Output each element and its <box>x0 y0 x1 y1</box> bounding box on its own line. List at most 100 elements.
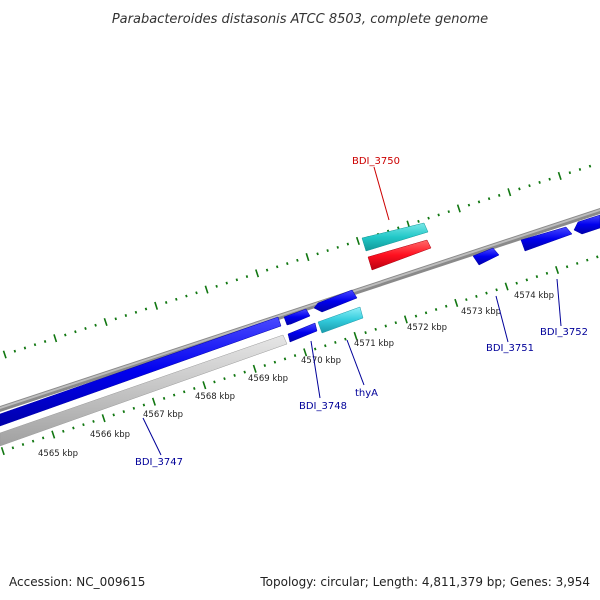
minor-tick <box>586 258 589 262</box>
gene-bdi-3751-arrow[interactable] <box>472 247 500 266</box>
gene-thya-cds[interactable] <box>317 306 364 334</box>
minor-tick <box>64 333 67 337</box>
major-tick <box>103 317 108 327</box>
minor-tick <box>164 301 168 304</box>
gene-label-bdi-3747[interactable]: BDI_3747 <box>135 457 183 468</box>
minor-tick <box>283 357 287 361</box>
minor-tick <box>497 193 501 197</box>
minor-tick <box>265 268 269 272</box>
minor-tick <box>475 294 478 298</box>
major-tick <box>303 348 308 357</box>
gene-bdi-3748-cds[interactable] <box>287 322 318 343</box>
minor-tick <box>545 271 549 275</box>
minor-tick <box>144 307 148 311</box>
gene-label-thya[interactable]: thyA <box>355 388 378 399</box>
gene-bdi-3750-cds[interactable] <box>367 239 432 271</box>
minor-tick <box>414 314 418 318</box>
gene-label-bdi-3748[interactable]: BDI_3748 <box>299 401 347 412</box>
gene-label-bdi-3750[interactable]: BDI_3750 <box>352 156 400 167</box>
minor-tick <box>275 265 279 269</box>
leader-bdi-3751 <box>495 295 509 343</box>
minor-tick <box>568 171 572 175</box>
minor-tick <box>397 226 400 230</box>
major-tick <box>151 397 156 406</box>
major-tick <box>507 188 512 197</box>
minor-tick <box>122 410 126 414</box>
minor-tick <box>142 403 146 407</box>
major-tick <box>0 447 5 456</box>
minor-tick <box>293 354 297 358</box>
major-tick <box>2 350 7 359</box>
minor-tick <box>172 393 176 397</box>
leader-bdi-3748 <box>310 340 321 399</box>
minor-tick <box>374 327 377 331</box>
gene-label-bdi-3751[interactable]: BDI_3751 <box>486 343 534 354</box>
minor-tick <box>477 200 481 204</box>
minor-tick <box>427 216 430 220</box>
minor-tick <box>114 317 117 321</box>
minor-tick <box>447 210 450 214</box>
minor-tick <box>215 284 218 288</box>
minor-tick <box>132 406 136 410</box>
gene-bdi-3748-arrow[interactable] <box>283 308 311 326</box>
minor-tick <box>11 446 15 450</box>
minor-tick <box>316 252 319 256</box>
major-tick <box>353 331 358 340</box>
minor-tick <box>565 265 569 269</box>
scale-label: 4568 kbp <box>195 392 235 402</box>
minor-tick <box>424 311 428 315</box>
minor-tick <box>336 245 339 249</box>
inner-tick-ring <box>0 255 599 456</box>
minor-tick <box>21 443 25 446</box>
scale-label: 4572 kbp <box>407 323 447 333</box>
minor-tick <box>245 275 249 279</box>
leader-thya <box>346 339 365 386</box>
minor-tick <box>72 426 75 430</box>
gene-bdi-3747-gene[interactable] <box>0 334 288 447</box>
minor-tick <box>467 203 471 207</box>
major-tick <box>154 301 159 310</box>
gene-bdi-3747-cds[interactable] <box>0 316 282 427</box>
minor-tick <box>243 370 246 374</box>
minor-tick <box>525 278 529 282</box>
minor-tick <box>495 288 498 292</box>
minor-tick <box>43 340 47 343</box>
scale-label: 4565 kbp <box>38 449 78 459</box>
scale-label: 4574 kbp <box>514 291 554 301</box>
major-tick <box>255 269 260 278</box>
leader-bdi-3750 <box>373 166 390 221</box>
minor-tick <box>334 341 337 344</box>
gene-bdi-3752-arrow[interactable] <box>520 226 573 252</box>
minor-tick <box>175 297 178 301</box>
gene-label-bdi-3752[interactable]: BDI_3752 <box>540 327 588 338</box>
minor-tick <box>444 304 448 308</box>
minor-tick <box>182 390 186 394</box>
minor-tick <box>286 262 289 266</box>
minor-tick <box>528 184 531 188</box>
major-tick <box>53 334 58 343</box>
major-tick <box>202 381 207 390</box>
gene-features <box>0 214 600 447</box>
minor-tick <box>394 321 398 325</box>
minor-tick <box>23 346 27 350</box>
minor-tick <box>84 327 87 330</box>
major-tick <box>355 236 360 245</box>
accession-text: Accession: NC_009615 <box>9 575 145 589</box>
minor-tick <box>535 275 539 279</box>
minor-tick <box>465 298 468 302</box>
minor-tick <box>596 255 599 259</box>
minor-tick <box>92 420 95 423</box>
major-tick <box>305 253 310 262</box>
gene-next-arrow[interactable] <box>573 214 600 235</box>
major-tick <box>557 171 562 181</box>
minor-tick <box>273 360 277 364</box>
genome-stats-text: Topology: circular; Length: 4,811,379 bp… <box>259 575 590 589</box>
minor-tick <box>575 262 579 265</box>
minor-tick <box>62 429 65 433</box>
major-tick <box>51 430 56 439</box>
minor-tick <box>578 168 582 171</box>
gene-thya-arrow[interactable] <box>313 289 358 313</box>
scale-label: 4569 kbp <box>248 374 288 384</box>
minor-tick <box>213 380 216 384</box>
gene-bdi-3750-gene[interactable] <box>361 222 429 252</box>
